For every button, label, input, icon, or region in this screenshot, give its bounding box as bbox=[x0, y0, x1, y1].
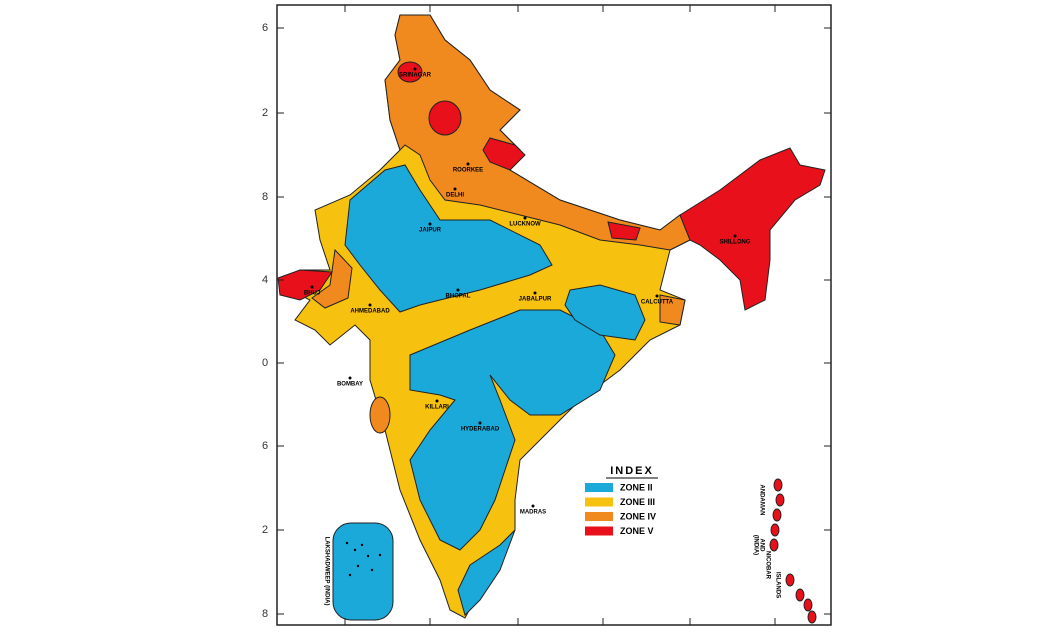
city-dot bbox=[413, 67, 417, 71]
zone-v bbox=[397, 61, 423, 83]
city-dot bbox=[456, 288, 460, 292]
city-dot bbox=[453, 187, 457, 191]
city-label: DELHI bbox=[446, 193, 464, 199]
island bbox=[360, 543, 364, 547]
island-label: ISLANDS bbox=[774, 572, 780, 598]
legend-swatch bbox=[585, 497, 613, 507]
island bbox=[378, 553, 382, 557]
city-label: SRINAGAR bbox=[399, 73, 432, 79]
zone-v bbox=[277, 269, 333, 301]
axis-label: 2 bbox=[262, 524, 268, 536]
city-dot bbox=[428, 222, 432, 226]
axis-label: 6 bbox=[262, 22, 268, 34]
island bbox=[353, 548, 357, 552]
city-label: JAIPUR bbox=[419, 228, 442, 234]
island-label: ANDAMAN bbox=[758, 485, 764, 516]
island-label: AND bbox=[758, 539, 764, 553]
city-dot bbox=[531, 504, 535, 508]
city-dot bbox=[466, 162, 470, 166]
city-dot bbox=[368, 303, 372, 307]
city-label: CALCUTTA bbox=[641, 300, 674, 306]
axis-label: 6 bbox=[262, 440, 268, 452]
island bbox=[770, 523, 780, 537]
island bbox=[807, 610, 817, 624]
city-label: LUCKNOW bbox=[509, 222, 541, 228]
zone-ii bbox=[344, 164, 553, 313]
city-dot bbox=[310, 285, 314, 289]
island bbox=[366, 554, 370, 558]
island bbox=[795, 588, 805, 602]
city-dot bbox=[348, 376, 352, 380]
island bbox=[769, 538, 779, 552]
zone-iv bbox=[384, 14, 691, 251]
city-label: KILLARI bbox=[425, 405, 449, 411]
island bbox=[775, 493, 785, 507]
axis-label: 2 bbox=[262, 107, 268, 119]
island bbox=[772, 508, 782, 522]
legend-swatch bbox=[585, 483, 613, 492]
island bbox=[345, 541, 349, 545]
zone-v bbox=[679, 147, 826, 311]
zone-v bbox=[482, 137, 526, 171]
legend-title: INDEX bbox=[610, 465, 654, 477]
island bbox=[773, 478, 783, 492]
zone-v bbox=[428, 100, 462, 136]
island-label: NICOBAR bbox=[764, 551, 770, 580]
axis-label: 8 bbox=[262, 191, 268, 203]
city-dot bbox=[533, 291, 537, 295]
legend-swatch bbox=[585, 526, 613, 536]
axis-label: 4 bbox=[262, 274, 268, 286]
island bbox=[785, 573, 795, 587]
lakshadweep-box bbox=[332, 522, 394, 621]
island bbox=[348, 573, 352, 577]
legend-label: ZONE V bbox=[620, 526, 654, 536]
zone-iv bbox=[369, 396, 391, 434]
axis-label: 8 bbox=[262, 608, 268, 620]
city-dot bbox=[733, 234, 737, 238]
city-label: BHUJ bbox=[304, 291, 320, 297]
legend-label: ZONE III bbox=[620, 497, 655, 507]
legend-swatch bbox=[585, 512, 613, 521]
city-dot bbox=[523, 216, 527, 220]
city-label: BHOPAL bbox=[446, 294, 471, 300]
city-label: JABALPUR bbox=[519, 297, 552, 303]
zone-ii bbox=[564, 284, 646, 341]
city-dot bbox=[478, 421, 482, 425]
legend-label: ZONE IV bbox=[620, 511, 656, 521]
city-label: AHMEDABAD bbox=[350, 309, 390, 315]
map-frame bbox=[276, 4, 832, 626]
city-label: HYDERABAD bbox=[461, 427, 500, 433]
city-dot bbox=[435, 399, 439, 403]
city-label: BOMBAY bbox=[337, 382, 363, 388]
island bbox=[803, 598, 813, 612]
zones bbox=[277, 14, 826, 624]
island bbox=[356, 564, 360, 568]
axis-label: 0 bbox=[262, 357, 268, 369]
labels: SRINAGAR ROORKEE DELHI JAIPUR LUCKNOW SHILLON… bbox=[304, 67, 780, 606]
zone-v bbox=[607, 221, 641, 241]
legend-label: ZONE II bbox=[620, 482, 653, 492]
city-label: SHILLONG bbox=[720, 240, 751, 246]
island-label: (INDIA) bbox=[752, 535, 758, 555]
city-label: ROORKEE bbox=[453, 168, 483, 174]
island bbox=[370, 568, 374, 572]
island-label: LAKSHADWEEP (INDIA) bbox=[323, 537, 329, 606]
city-dot bbox=[655, 294, 659, 298]
zone-iv bbox=[659, 294, 686, 326]
city-label: MADRAS bbox=[520, 510, 546, 516]
zone-ii bbox=[457, 529, 516, 616]
zone-iv bbox=[311, 248, 353, 309]
